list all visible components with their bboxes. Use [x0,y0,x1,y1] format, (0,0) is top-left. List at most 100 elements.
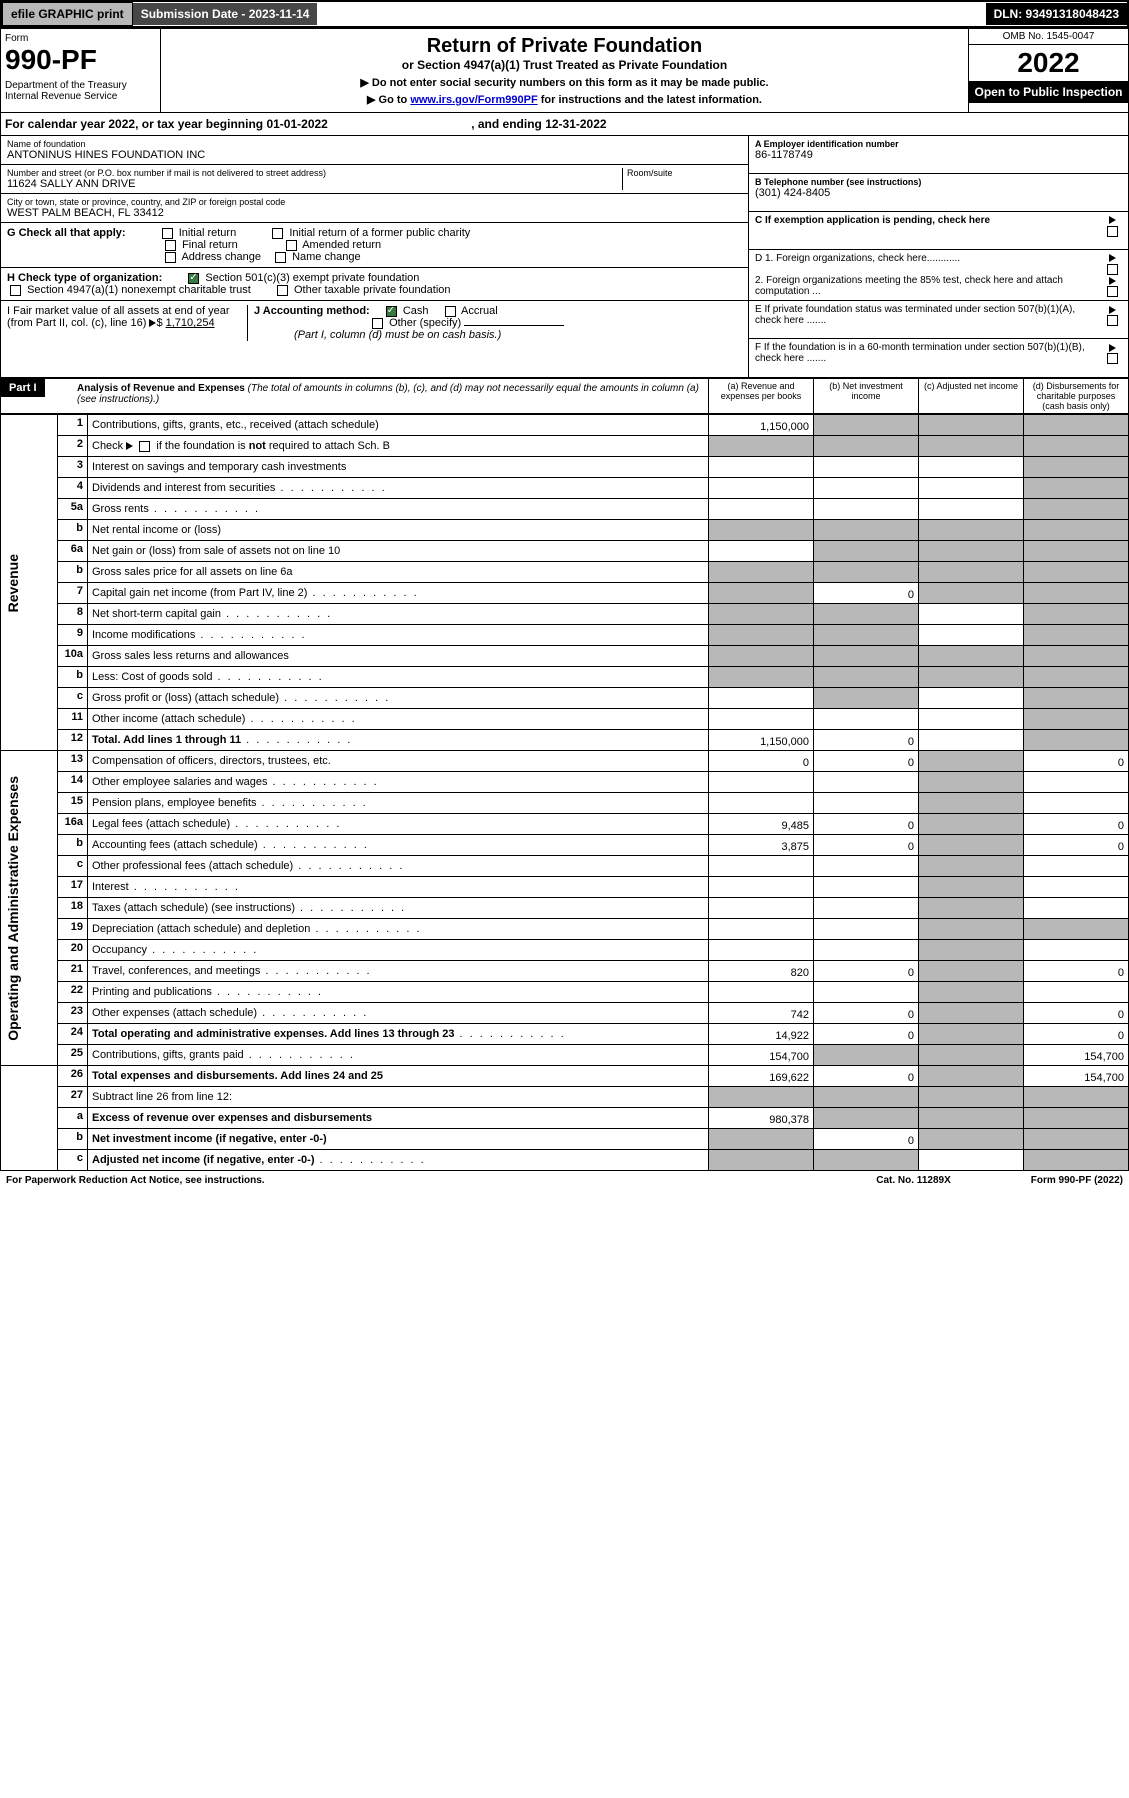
initial-pub-checkbox[interactable] [272,228,283,239]
room-label: Room/suite [627,168,742,178]
a-value: 86-1178749 [755,149,1122,161]
calendar-year-row: For calendar year 2022, or tax year begi… [0,113,1129,136]
cell-b: 0 [814,835,919,856]
row-no: 5a [58,499,88,520]
cell-d: 0 [1024,961,1129,982]
cell-a: 0 [709,751,814,772]
open-public: Open to Public Inspection [969,81,1128,103]
c-checkbox[interactable] [1107,226,1118,237]
cell-b: 0 [814,814,919,835]
e-checkbox[interactable] [1107,315,1118,326]
cell-d: 0 [1024,835,1129,856]
schb-checkbox[interactable] [139,441,150,452]
name-value: ANTONINUS HINES FOUNDATION INC [7,149,742,161]
row-desc: Adjusted net income (if negative, enter … [88,1150,709,1171]
form-word: Form [5,33,156,44]
c-row: C If exemption application is pending, c… [749,212,1128,250]
info-left: Name of foundation ANTONINUS HINES FOUND… [1,136,748,377]
other-taxable-checkbox[interactable] [277,285,288,296]
name-label: Name of foundation [7,139,742,149]
j-other: Other (specify) [389,317,461,329]
b-row: B Telephone number (see instructions) (3… [749,174,1128,212]
footer-left: For Paperwork Reduction Act Notice, see … [6,1175,265,1186]
row-no: 26 [58,1066,88,1087]
row-desc: Taxes (attach schedule) (see instruction… [88,898,709,919]
accrual-checkbox[interactable] [445,306,456,317]
f-row: F If the foundation is in a 60-month ter… [749,339,1128,377]
address-change-checkbox[interactable] [165,252,176,263]
amended-checkbox[interactable] [286,240,297,251]
d1-checkbox[interactable] [1107,264,1118,275]
row-desc: Gross profit or (loss) (attach schedule) [88,688,709,709]
section-i: I Fair market value of all assets at end… [1,301,748,345]
j-cash: Cash [403,305,429,317]
header-right: OMB No. 1545-0047 2022 Open to Public In… [968,29,1128,112]
section-g: G Check all that apply: Initial return I… [1,223,748,268]
cell-a: 9,485 [709,814,814,835]
row-desc: Net short-term capital gain [88,604,709,625]
instruction-1: ▶ Do not enter social security numbers o… [167,76,962,89]
501c3-checkbox[interactable] [188,273,199,284]
row-no: 15 [58,793,88,814]
other-method-checkbox[interactable] [372,318,383,329]
part1-desc: Analysis of Revenue and Expenses (The to… [73,379,708,413]
g-name: Name change [292,251,361,263]
calyear-end: 12-31-2022 [545,117,606,131]
i-value: 1,710,254 [166,317,215,329]
row-desc: Contributions, gifts, grants paid [88,1045,709,1066]
row-desc: Total expenses and disbursements. Add li… [88,1066,709,1087]
calyear-begin: 01-01-2022 [266,117,327,131]
d-row: D 1. Foreign organizations, check here..… [749,250,1128,301]
info-grid: Name of foundation ANTONINUS HINES FOUND… [0,136,1129,378]
calyear-mid: , and ending [471,117,545,131]
4947a1-checkbox[interactable] [10,285,21,296]
a-row: A Employer identification number 86-1178… [749,136,1128,174]
f-label: F If the foundation is in a 60-month ter… [755,342,1102,374]
row-no: 7 [58,583,88,604]
address-label: Number and street (or P.O. box number if… [7,168,622,178]
cell-b: 0 [814,1003,919,1024]
row-no: c [58,688,88,709]
cell-d: 0 [1024,814,1129,835]
form-link[interactable]: www.irs.gov/Form990PF [410,94,537,106]
row-desc: Interest on savings and temporary cash i… [88,457,709,478]
row-no: 6a [58,541,88,562]
d2-checkbox[interactable] [1107,286,1118,297]
efile-print-button[interactable]: efile GRAPHIC print [2,2,133,26]
form-header: Form 990-PF Department of the Treasury I… [0,28,1129,113]
cell-b: 0 [814,1024,919,1045]
arrow2-post: for instructions and the latest informat… [538,94,762,106]
row-desc: Other professional fees (attach schedule… [88,856,709,877]
row-no: c [58,1150,88,1171]
row-no: 21 [58,961,88,982]
row-no: 22 [58,982,88,1003]
cell-a: 3,875 [709,835,814,856]
name-change-checkbox[interactable] [275,252,286,263]
address-row: Number and street (or P.O. box number if… [1,165,748,194]
row-desc: Travel, conferences, and meetings [88,961,709,982]
dept-label: Department of the Treasury [5,80,156,91]
row-desc: Accounting fees (attach schedule) [88,835,709,856]
row-desc: Less: Cost of goods sold [88,667,709,688]
info-right: A Employer identification number 86-1178… [748,136,1128,377]
final-return-checkbox[interactable] [165,240,176,251]
col-c-header: (c) Adjusted net income [918,379,1023,413]
part1-header: Part I Analysis of Revenue and Expenses … [0,378,1129,414]
d1-label: D 1. Foreign organizations, check here..… [755,253,1102,275]
f-checkbox[interactable] [1107,353,1118,364]
row-no: 17 [58,877,88,898]
row-desc: Income modifications [88,625,709,646]
row-no: 20 [58,940,88,961]
row-desc: Printing and publications [88,982,709,1003]
row-desc: Total operating and administrative expen… [88,1024,709,1045]
h-other: Other taxable private foundation [294,284,451,296]
initial-return-checkbox[interactable] [162,228,173,239]
row-desc: Gross sales price for all assets on line… [88,562,709,583]
h-a1: Section 4947(a)(1) nonexempt charitable … [27,284,251,296]
row-desc: Depreciation (attach schedule) and deple… [88,919,709,940]
cash-checkbox[interactable] [386,306,397,317]
expenses-side-label: Operating and Administrative Expenses [5,776,21,1041]
row-no: b [58,667,88,688]
city-label: City or town, state or province, country… [7,197,742,207]
city-row: City or town, state or province, country… [1,194,748,223]
